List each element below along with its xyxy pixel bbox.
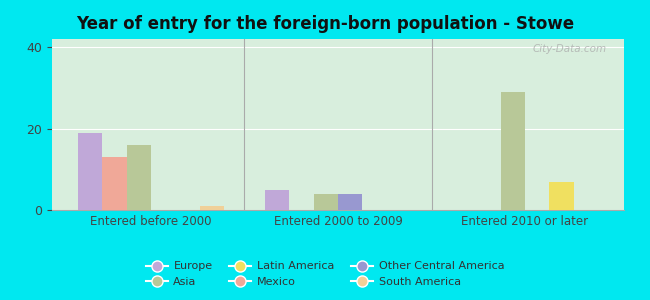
Bar xyxy=(549,182,574,210)
Bar xyxy=(200,206,224,210)
Bar xyxy=(338,194,362,210)
Legend: Europe, Asia, Latin America, Mexico, Other Central America, South America: Europe, Asia, Latin America, Mexico, Oth… xyxy=(141,257,509,291)
Bar xyxy=(265,190,289,210)
Bar xyxy=(500,92,525,210)
Bar xyxy=(78,133,102,210)
Text: City-Data.com: City-Data.com xyxy=(533,44,607,54)
Text: Year of entry for the foreign-born population - Stowe: Year of entry for the foreign-born popul… xyxy=(76,15,574,33)
Bar xyxy=(127,145,151,210)
Bar xyxy=(314,194,338,210)
Bar xyxy=(102,157,127,210)
